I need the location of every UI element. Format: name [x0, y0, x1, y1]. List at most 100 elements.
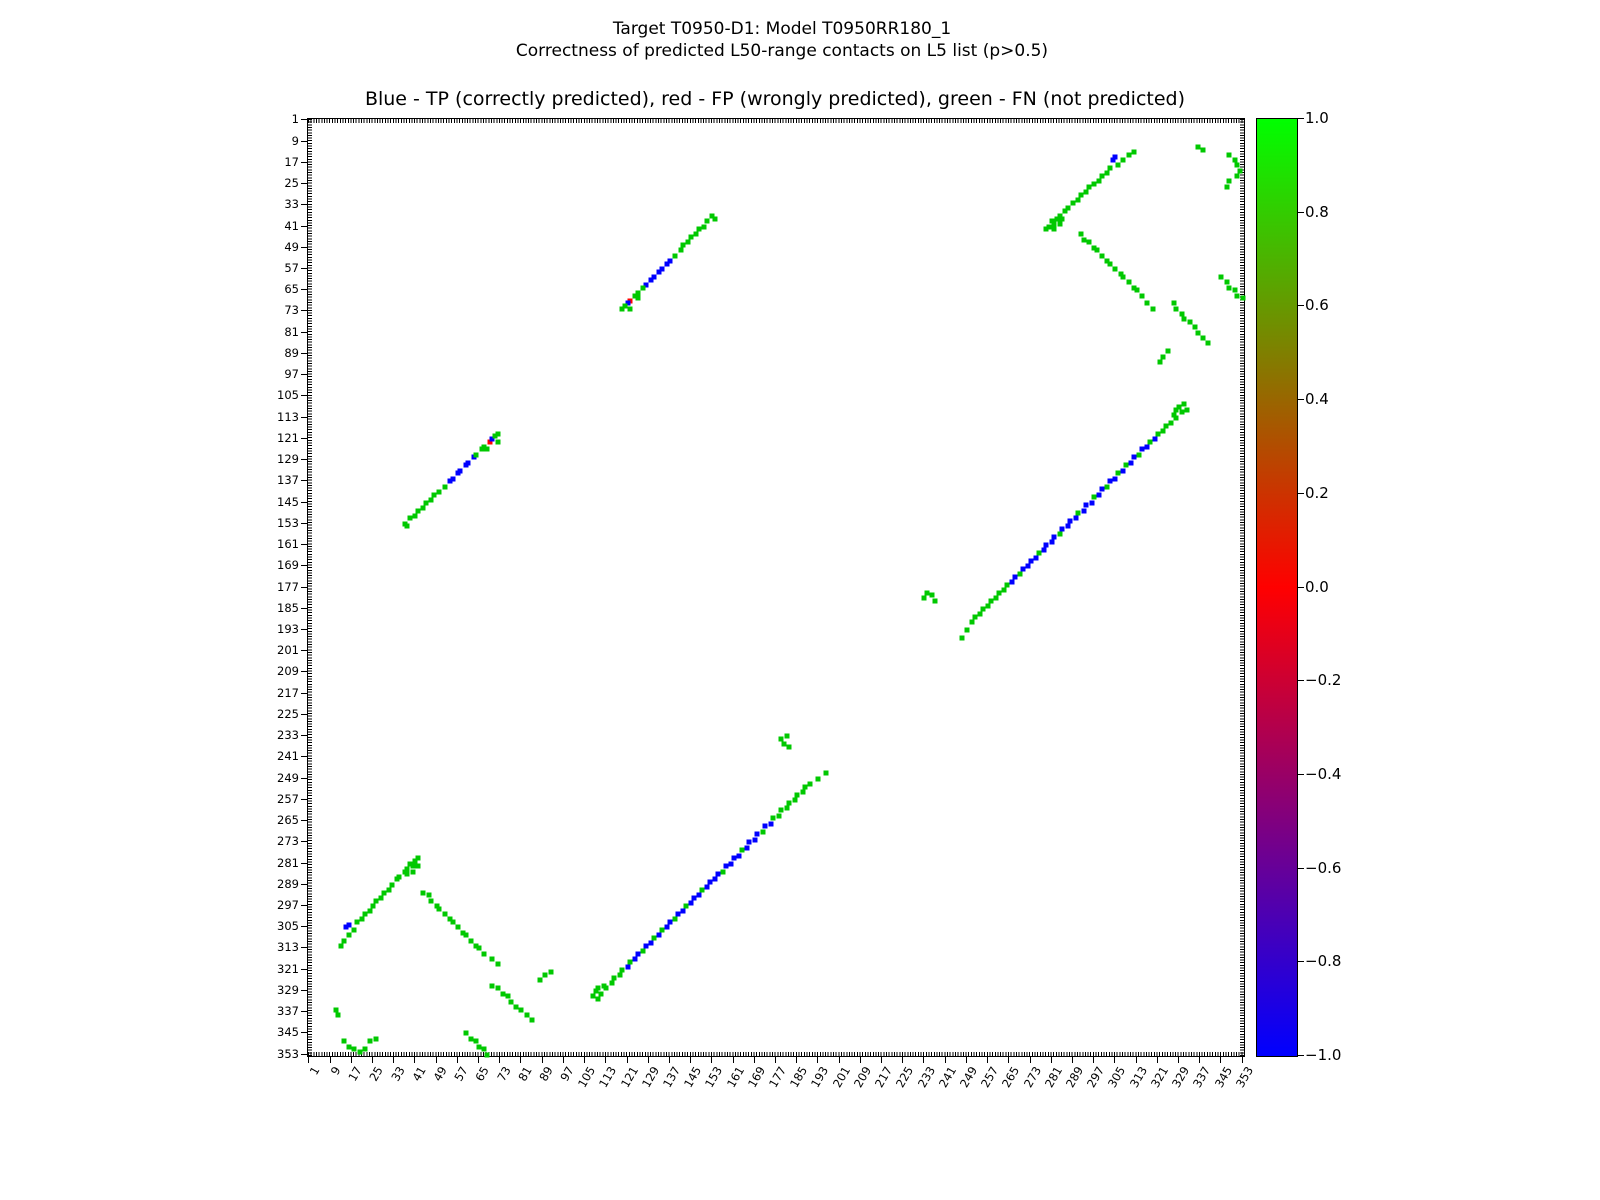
- contact-point-tp: [1020, 566, 1026, 572]
- contact-point-fn: [659, 927, 665, 933]
- contact-point-fn: [635, 295, 641, 301]
- contact-point-fn: [932, 598, 938, 604]
- x-axis-tick: [584, 1057, 586, 1063]
- y-tick-label: 241: [277, 749, 299, 764]
- y-axis-tick: [301, 459, 307, 461]
- x-axis-tick: [1199, 1057, 1201, 1063]
- contact-point-tp: [648, 940, 654, 946]
- contact-point-fn: [619, 306, 625, 312]
- contact-point-fn: [929, 592, 935, 598]
- contact-point-tp: [1043, 542, 1049, 548]
- contact-point-tp: [656, 269, 662, 275]
- colorbar-tick: [1298, 961, 1304, 963]
- contact-point-fn: [627, 306, 633, 312]
- contact-point-fn: [1195, 330, 1201, 336]
- contact-point-fn: [460, 930, 466, 936]
- contact-point-fn: [537, 977, 543, 983]
- contact-point-fn: [481, 1046, 487, 1052]
- colorbar-tick-label: −1.0: [1305, 1046, 1342, 1064]
- contact-point-tp: [635, 951, 641, 957]
- x-axis-tick: [308, 1057, 310, 1063]
- contact-point-fn: [784, 733, 790, 739]
- contact-point-fn: [1226, 285, 1232, 291]
- contact-point-tp: [1033, 555, 1039, 561]
- contact-point-tp: [723, 863, 729, 869]
- y-tick-label: 281: [277, 855, 299, 870]
- contact-point-fn: [489, 956, 495, 962]
- contact-point-fn: [611, 975, 617, 981]
- contact-point-fn: [1173, 407, 1179, 413]
- contact-point-fn: [468, 938, 474, 944]
- y-axis-tick: [301, 798, 307, 800]
- contact-point-tp: [667, 258, 673, 264]
- contact-point-fn: [442, 911, 448, 917]
- contact-point-fn: [720, 869, 726, 875]
- contact-point-fn: [404, 866, 410, 872]
- contact-point-fn: [373, 898, 379, 904]
- x-axis-tick: [923, 1057, 925, 1063]
- y-axis-minor-ticks-right: [1240, 119, 1244, 1056]
- contact-point-fn: [1155, 431, 1161, 437]
- y-tick-label: 41: [284, 218, 299, 233]
- contact-point-tp: [675, 911, 681, 917]
- contact-point-tp: [1067, 518, 1073, 524]
- contact-point-fn: [1096, 178, 1102, 184]
- contact-point-fn: [431, 492, 437, 498]
- contact-point-fn: [412, 513, 418, 519]
- colorbar-tick-label: −0.8: [1305, 952, 1342, 971]
- contact-point-fn: [1115, 470, 1121, 476]
- contact-point-fn: [548, 969, 554, 975]
- x-axis-tick: [987, 1057, 989, 1063]
- y-axis-tick: [301, 501, 307, 503]
- x-axis-tick: [1178, 1057, 1180, 1063]
- colorbar-tick-label: −0.4: [1305, 764, 1342, 783]
- contact-point-tp: [762, 823, 768, 829]
- contact-point-fn: [367, 908, 373, 914]
- contact-point-fn: [1179, 311, 1185, 317]
- contact-point-fn: [1118, 271, 1124, 277]
- contact-point-tp: [707, 879, 713, 885]
- contact-point-fn: [341, 1038, 347, 1044]
- contact-point-fn: [985, 603, 991, 609]
- contact-point-fn: [1049, 218, 1055, 224]
- x-axis-tick: [1135, 1057, 1137, 1063]
- colorbar-tick-label: 0.6: [1305, 296, 1329, 315]
- y-tick-label: 153: [277, 515, 299, 530]
- contact-point-fn: [1057, 213, 1063, 219]
- contact-point-fn: [346, 1044, 352, 1050]
- contact-point-fn: [709, 213, 715, 219]
- contact-point-fn: [672, 916, 678, 922]
- y-axis-tick: [301, 161, 307, 163]
- colorbar: [1256, 118, 1298, 1057]
- contact-point-tp: [455, 470, 461, 476]
- contact-point-fn: [410, 869, 416, 875]
- y-tick-label: 129: [277, 452, 299, 467]
- contact-point-tp: [1059, 526, 1065, 532]
- contact-point-tp: [1083, 502, 1089, 508]
- y-axis-tick: [301, 480, 307, 482]
- contact-point-fn: [696, 226, 702, 232]
- contact-point-fn: [386, 887, 392, 893]
- contact-point-fn: [473, 452, 479, 458]
- contact-point-tp: [643, 943, 649, 949]
- contact-point-tp: [643, 282, 649, 288]
- y-tick-label: 177: [277, 579, 299, 594]
- y-axis-tick: [301, 777, 307, 779]
- y-tick-label: 97: [284, 367, 299, 382]
- y-tick-label: 233: [277, 728, 299, 743]
- axes-title: Blue - TP (correctly predicted), red - F…: [364, 88, 1186, 110]
- contact-point-fn: [1218, 274, 1224, 280]
- y-axis-tick: [301, 713, 307, 715]
- contact-point-fn: [1173, 415, 1179, 421]
- contact-point-fn: [484, 446, 490, 452]
- contact-point-tp: [768, 821, 774, 827]
- y-tick-label: 105: [277, 388, 299, 403]
- y-axis-tick: [301, 968, 307, 970]
- x-axis-tick: [732, 1057, 734, 1063]
- contact-point-fn: [993, 595, 999, 601]
- contact-point-tp: [463, 462, 469, 468]
- contact-point-fn: [996, 590, 1002, 596]
- contact-point-fn: [335, 1012, 341, 1018]
- x-axis-tick: [329, 1057, 331, 1063]
- contact-point-tp: [696, 892, 702, 898]
